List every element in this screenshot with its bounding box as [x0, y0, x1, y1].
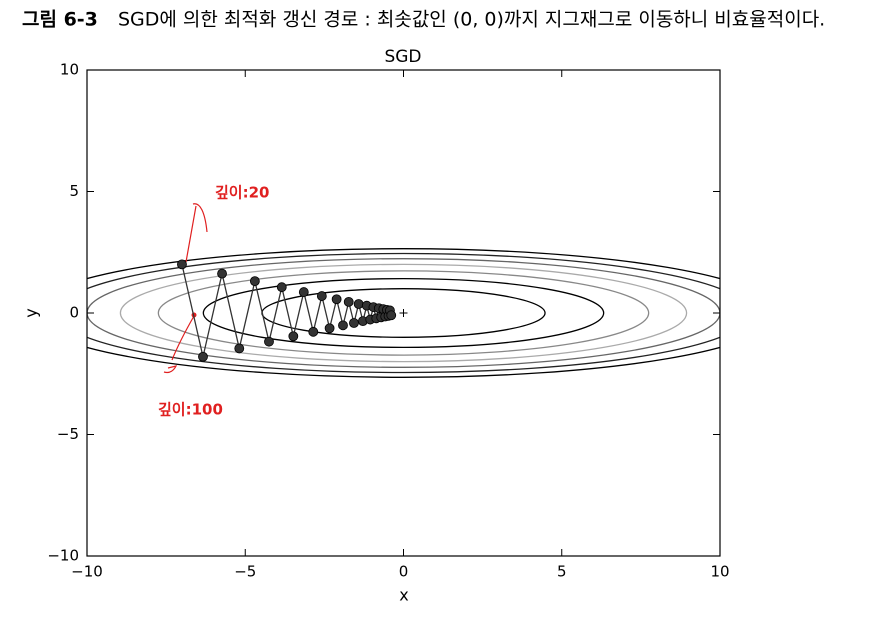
contour	[202, 277, 605, 349]
annotation-stroke	[185, 203, 208, 263]
sgd-point	[217, 268, 227, 279]
contour	[157, 270, 650, 356]
contour	[87, 258, 720, 368]
sgd-point	[298, 287, 309, 297]
contour	[87, 252, 720, 374]
y-tick-label: −5	[57, 425, 79, 443]
sgd-point	[331, 294, 342, 305]
y-tick-label: −10	[47, 547, 79, 565]
y-tick-label: 0	[69, 304, 79, 322]
contours	[87, 248, 720, 378]
sgd-point	[308, 326, 319, 337]
x-tick-label: −10	[71, 563, 103, 581]
annotation: 깊이:100	[158, 401, 223, 419]
x-tick-label: 5	[557, 563, 567, 581]
contour	[87, 248, 720, 378]
x-axis-label: x	[399, 586, 408, 605]
sgd-point	[177, 259, 187, 270]
sgd-point	[324, 323, 335, 334]
sgd-point	[316, 291, 327, 301]
sgd-point	[234, 343, 245, 354]
sgd-point	[276, 282, 287, 293]
sgd-point	[198, 351, 208, 362]
sgd-point	[249, 276, 260, 287]
sgd-point	[386, 310, 397, 321]
sgd-path	[181, 264, 392, 357]
annotation-stroke	[163, 315, 195, 374]
sgd-point	[288, 331, 299, 342]
optimum-marker	[399, 309, 408, 317]
y-tick-label: 10	[60, 61, 79, 79]
sgd-point	[338, 320, 348, 331]
chart-title: SGD	[384, 47, 421, 67]
x-tick-label: 0	[399, 563, 409, 581]
y-axis-label: y	[22, 308, 41, 317]
x-tick-label: −5	[234, 563, 256, 581]
sgd-point	[343, 296, 354, 307]
sgd-point	[353, 299, 364, 309]
y-tick-label: 5	[69, 182, 79, 200]
sgd-point	[264, 336, 274, 347]
x-tick-label: 10	[710, 563, 729, 581]
figure-label: 그림 6-3	[22, 9, 98, 31]
contour	[119, 263, 688, 363]
annotation: 깊이:20	[215, 184, 269, 202]
caption: SGD에 의한 최적화 갱신 경로 : 최솟값인 (0, 0)까지 지그재그로 …	[118, 9, 825, 31]
sgd-point	[349, 318, 359, 328]
